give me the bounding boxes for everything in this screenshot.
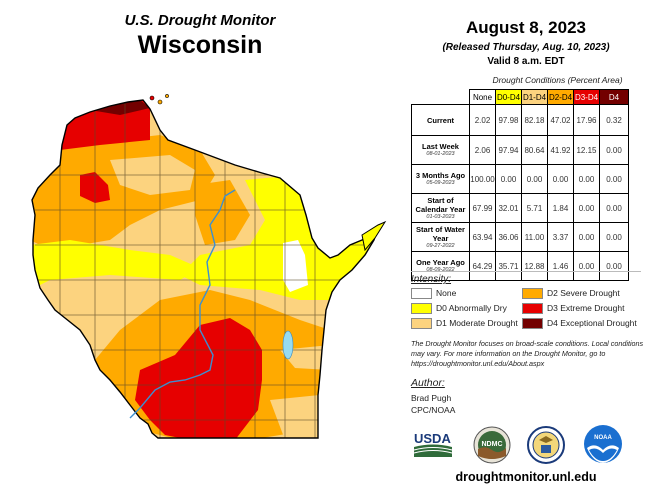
cell: 0.00 [573,222,600,252]
author-name: Brad Pugh [411,393,452,403]
cell: 100.00 [469,164,496,194]
author-org: CPC/NOAA [411,405,456,415]
cell: 80.64 [521,135,548,165]
col-d0-d4: D0-D4 [495,89,522,105]
cell: 0.00 [573,164,600,194]
cell: 5.71 [521,193,548,223]
col-none: None [469,89,496,105]
cell: 2.06 [469,135,496,165]
wisconsin-drought-map [31,94,387,439]
cell: 97.94 [495,135,522,165]
col-d3-d4: D3-D4 [573,89,600,105]
table-header-row: None D0-D4 D1-D4 D2-D4 D3-D4 D4 [412,89,629,105]
usda-logo-icon: USDA [413,431,453,457]
cell: 47.02 [547,104,574,136]
cell: 0.32 [599,104,629,136]
cell: 0.00 [599,251,629,281]
col-d2-d4: D2-D4 [547,89,574,105]
cell: 3.37 [547,222,574,252]
cell: 1.46 [547,251,574,281]
map-header: U.S. Drought Monitor Wisconsin [100,12,300,60]
cell: 11.00 [521,222,548,252]
row-label: Current [411,104,470,136]
cell: 82.18 [521,104,548,136]
legend-item-none: None [411,288,456,300]
table-row: Current 2.02 97.98 82.18 47.02 17.96 0.3… [411,104,629,136]
map-subtitle: U.S. Drought Monitor [124,12,276,29]
table-row: Last Week 08-01-2023 2.06 97.94 80.64 41.… [411,135,629,165]
cell: 0.00 [599,193,629,223]
cell: 0.00 [599,164,629,194]
swatch-d3 [522,303,543,315]
row-label: 3 Months Ago 05-09-2023 [411,164,470,194]
table-row: Start of Calendar Year 01-03-2023 67.99 3… [411,193,629,223]
release-info: (Released Thursday, Aug. 10, 2023) [442,42,610,53]
cell: 17.96 [573,104,600,136]
cell: 0.00 [599,135,629,165]
svg-text:USDA: USDA [414,431,451,446]
legend-item-d1: D1 Moderate Drought [411,318,518,330]
commerce-seal-icon [527,426,565,464]
cell: 67.99 [469,193,496,223]
author-label: Author: [411,377,445,389]
swatch-d4 [522,318,543,330]
cell: 12.88 [521,251,548,281]
cell: 36.06 [495,222,522,252]
cell: 0.00 [599,222,629,252]
cell: 0.00 [547,164,574,194]
noaa-logo-icon: NOAA [584,425,622,463]
legend-title: Intensity: [411,274,452,285]
row-label: Start of Water Year 09-27-2022 [411,222,470,252]
cell: 32.01 [495,193,522,223]
disclaimer-note: The Drought Monitor focuses on broad-sca… [411,339,644,368]
cell: 41.92 [547,135,574,165]
col-d4: D4 [599,89,629,105]
row-label: One Year Ago 08-09-2022 [411,251,470,281]
swatch-d0 [411,303,432,315]
cell: 0.00 [573,251,600,281]
cell: 1.84 [547,193,574,223]
cell: 0.00 [573,193,600,223]
legend-item-d2: D2 Severe Drought [522,288,620,300]
cell: 63.94 [469,222,496,252]
cell: 12.15 [573,135,600,165]
author-info: Brad Pugh CPC/NOAA [411,392,455,416]
row-label: Start of Calendar Year 01-03-2023 [411,193,470,223]
partner-logos: USDA NDMC NOAA [405,424,647,464]
footer-url[interactable]: droughtmonitor.unl.edu [455,470,597,484]
map-date: August 8, 2023 [466,18,586,37]
swatch-none [411,288,432,300]
cell: 64.29 [469,251,496,281]
legend-item-d4: D4 Exceptional Drought [522,318,637,330]
ndmc-logo-icon: NDMC [473,426,511,464]
cell: 2.02 [469,104,496,136]
map-title: Wisconsin [137,31,263,59]
cell: 0.00 [495,164,522,194]
cell: 97.98 [495,104,522,136]
valid-time: Valid 8 a.m. EDT [487,56,565,67]
cell: 0.00 [521,164,548,194]
swatch-d1 [411,318,432,330]
svg-text:NOAA: NOAA [594,435,612,441]
table-caption: Drought Conditions (Percent Area) [492,75,623,85]
divider [411,271,641,272]
table-row: 3 Months Ago 05-09-2023 100.00 0.00 0.00 … [411,164,629,194]
svg-text:NDMC: NDMC [482,441,503,448]
row-label: Last Week 08-01-2023 [411,135,470,165]
legend-item-d3: D3 Extreme Drought [522,303,624,315]
col-d1-d4: D1-D4 [521,89,548,105]
swatch-d2 [522,288,543,300]
legend-item-d0: D0 Abnormally Dry [411,303,507,315]
drought-conditions-table: None D0-D4 D1-D4 D2-D4 D3-D4 D4 Current … [411,89,629,281]
table-row: One Year Ago 08-09-2022 64.29 35.71 12.88… [411,251,629,281]
table-row: Start of Water Year 09-27-2022 63.94 36.0… [411,222,629,252]
cell: 35.71 [495,251,522,281]
